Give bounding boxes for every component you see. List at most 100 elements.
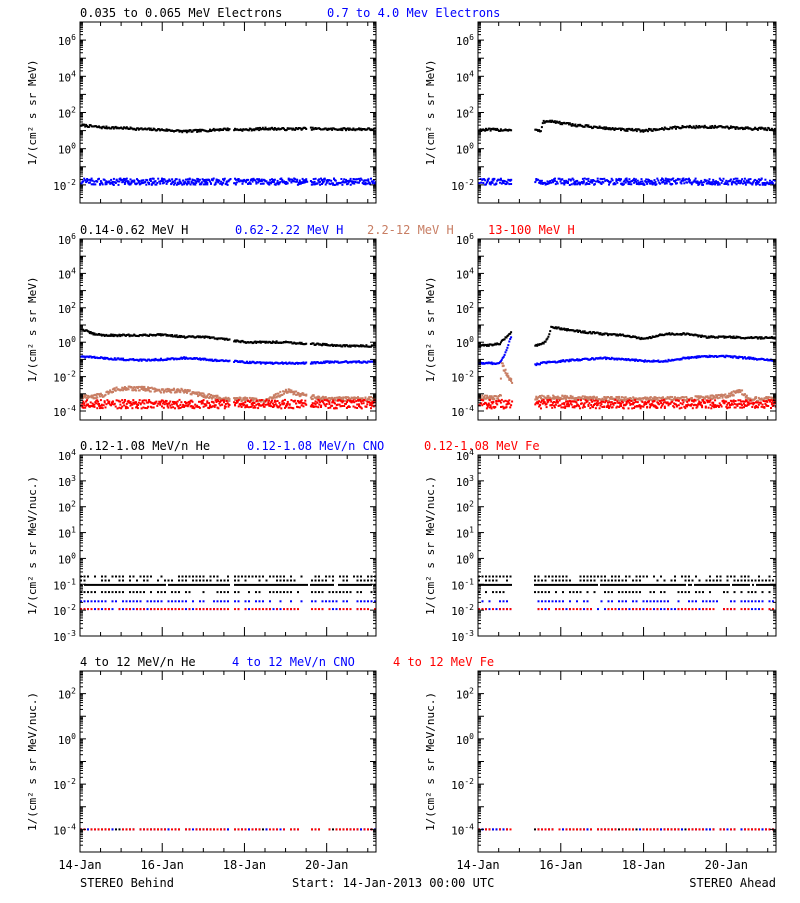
- data-point: [741, 178, 743, 180]
- data-point: [124, 183, 126, 185]
- data-point: [125, 180, 127, 182]
- data-point: [290, 407, 292, 409]
- data-point: [597, 178, 599, 180]
- data-point: [554, 120, 556, 122]
- data-point: [176, 334, 178, 336]
- data-point: [212, 405, 214, 407]
- data-point: [356, 407, 358, 409]
- data-point: [142, 179, 144, 181]
- data-point: [150, 178, 152, 180]
- y-tick-label: 10-2: [451, 178, 474, 193]
- data-point: [316, 182, 318, 184]
- data-point: [624, 400, 626, 402]
- data-point: [83, 402, 85, 404]
- data-point: [654, 179, 656, 181]
- data-point: [108, 392, 110, 394]
- data-point: [282, 400, 284, 402]
- data-point: [511, 401, 513, 403]
- data-point: [358, 178, 360, 180]
- data-point: [677, 397, 679, 399]
- data-point: [92, 180, 94, 182]
- data-point: [202, 402, 204, 404]
- data-point: [150, 391, 152, 393]
- data-point: [351, 180, 353, 182]
- data-point: [104, 179, 106, 181]
- legend-entry: 2.2-12 MeV H: [367, 223, 454, 237]
- data-point: [502, 406, 504, 408]
- data-point: [245, 181, 247, 183]
- data-point: [318, 396, 320, 398]
- data-dots: [479, 326, 779, 410]
- data-point: [603, 126, 605, 128]
- data-point: [277, 400, 279, 402]
- data-point: [510, 179, 512, 181]
- series-0-14-0-62-mev-h: [81, 328, 378, 348]
- data-point: [601, 178, 603, 180]
- y-tick-label: 102: [58, 301, 76, 316]
- data-point: [185, 179, 187, 181]
- data-point: [288, 407, 290, 409]
- data-point: [500, 402, 502, 404]
- data-point: [261, 179, 263, 181]
- series-0-7-to-4-0-mev-electrons: [81, 178, 379, 187]
- data-point: [646, 183, 648, 185]
- data-point: [106, 183, 108, 185]
- data-point: [95, 402, 97, 404]
- data-point: [142, 400, 144, 402]
- data-point: [659, 183, 661, 185]
- data-point: [93, 404, 95, 406]
- data-point: [671, 183, 673, 185]
- data-point: [582, 178, 584, 180]
- data-point: [730, 179, 732, 181]
- data-point: [178, 183, 180, 185]
- data-point: [356, 404, 358, 406]
- data-point: [337, 404, 339, 406]
- data-point: [144, 181, 146, 183]
- data-point: [204, 183, 206, 185]
- data-point: [225, 406, 227, 408]
- data-point: [730, 394, 732, 396]
- data-point: [537, 403, 539, 405]
- data-point: [736, 178, 738, 180]
- data-point: [628, 178, 630, 180]
- data-point: [223, 180, 225, 182]
- data-point: [541, 126, 543, 128]
- data-point: [116, 387, 118, 389]
- data-point: [367, 180, 369, 182]
- data-point: [490, 404, 492, 406]
- data-point: [570, 179, 572, 181]
- data-point: [112, 181, 114, 183]
- data-point: [138, 386, 140, 388]
- data-point: [92, 395, 94, 397]
- data-point: [166, 400, 168, 402]
- data-point: [341, 129, 343, 131]
- data-point: [574, 183, 576, 185]
- data-point: [548, 182, 550, 184]
- data-point: [153, 178, 155, 180]
- data-point: [588, 183, 590, 185]
- data-point: [495, 183, 497, 185]
- data-point: [301, 399, 303, 401]
- data-point: [250, 183, 252, 185]
- data-point: [645, 178, 647, 180]
- data-point: [261, 399, 263, 401]
- data-point: [94, 183, 96, 185]
- data-point: [179, 391, 181, 393]
- data-point: [94, 406, 96, 408]
- data-point: [657, 180, 659, 182]
- data-point: [365, 179, 367, 181]
- data-point: [359, 180, 361, 182]
- data-point: [110, 179, 112, 181]
- data-point: [626, 178, 628, 180]
- data-point: [299, 406, 301, 408]
- y-tick-label: 102: [58, 106, 76, 121]
- data-point: [169, 405, 171, 407]
- data-point: [576, 180, 578, 182]
- data-point: [279, 391, 281, 393]
- data-point: [658, 397, 660, 399]
- data-point: [540, 130, 542, 132]
- data-point: [552, 180, 554, 182]
- data-point: [105, 394, 107, 396]
- data-point: [506, 406, 508, 408]
- data-point: [203, 183, 205, 185]
